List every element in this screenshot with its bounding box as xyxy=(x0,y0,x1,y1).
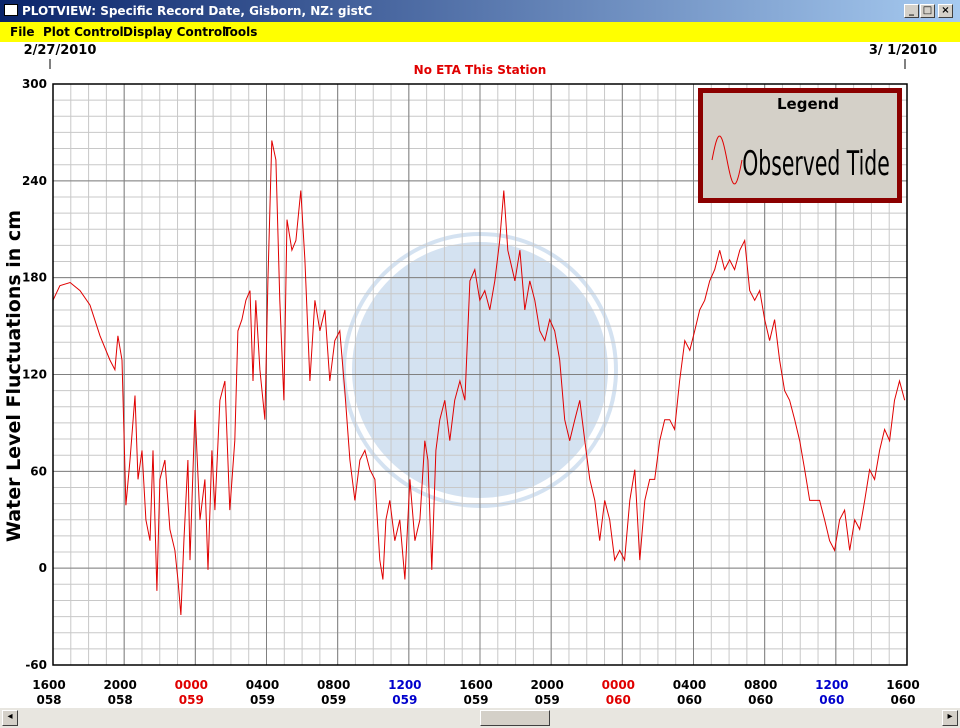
x-tick-day: 059 xyxy=(321,693,346,707)
x-tick-day: 060 xyxy=(890,693,915,707)
menu-item[interactable]: Display Control xyxy=(123,25,227,39)
chart-subtitle: No ETA This Station xyxy=(414,63,547,77)
horizontal-scrollbar: ◂ ▸ xyxy=(0,708,960,728)
x-tick-label: 0000 xyxy=(602,678,635,692)
y-tick-label: 60 xyxy=(30,464,47,478)
x-tick-label: 1600 xyxy=(32,678,65,692)
y-tick-label: 0 xyxy=(39,561,47,575)
x-tick-day: 058 xyxy=(108,693,133,707)
x-tick-label: 0800 xyxy=(744,678,777,692)
y-tick-label: 240 xyxy=(22,174,47,188)
x-tick-day: 060 xyxy=(606,693,631,707)
x-tick-label: 1600 xyxy=(459,678,492,692)
x-tick-label: 0000 xyxy=(175,678,208,692)
minimize-button[interactable]: _ xyxy=(904,4,919,18)
x-tick-day: 060 xyxy=(819,693,844,707)
date-start: 2/27/2010 xyxy=(24,43,97,58)
plot-frame xyxy=(52,83,908,666)
x-tick-day: 058 xyxy=(36,693,61,707)
y-tick-label: 180 xyxy=(22,271,47,285)
scroll-right[interactable]: ▸ xyxy=(942,710,958,726)
x-tick-day: 059 xyxy=(392,693,417,707)
x-tick-day: 060 xyxy=(748,693,773,707)
legend: Legend Observed Tide xyxy=(698,88,902,203)
y-tick-label: 300 xyxy=(22,77,47,91)
maximize-button[interactable]: □ xyxy=(920,4,935,18)
x-tick-label: 1200 xyxy=(388,678,421,692)
legend-swatch xyxy=(711,135,743,185)
chart: 2/27/2010 3/ 1/2010 No ETA This Station … xyxy=(0,42,960,708)
date-end: 3/ 1/2010 xyxy=(869,43,937,58)
x-tick-label: 0800 xyxy=(317,678,350,692)
legend-inner xyxy=(703,93,897,198)
menu-item[interactable]: Tools xyxy=(223,25,258,39)
app-icon xyxy=(4,4,18,16)
legend-entry: Observed Tide xyxy=(742,143,890,183)
tide-line xyxy=(52,140,906,616)
legend-title: Legend xyxy=(777,95,839,113)
close-button[interactable]: × xyxy=(938,4,953,18)
menu-bar: File Plot Control Display Control Tools xyxy=(0,22,960,42)
y-tick-label: 120 xyxy=(22,368,47,382)
y-axis-label: Water Level Fluctuations in cm xyxy=(3,210,25,542)
x-tick-label: 2000 xyxy=(530,678,563,692)
x-tick-day: 059 xyxy=(250,693,275,707)
y-tick-label: -60 xyxy=(25,658,47,672)
x-tick-day: 059 xyxy=(535,693,560,707)
x-tick-day: 059 xyxy=(179,693,204,707)
x-tick-label: 2000 xyxy=(103,678,136,692)
x-tick-label: 1200 xyxy=(815,678,848,692)
menu-item[interactable]: File xyxy=(10,25,35,39)
window-title: PLOTVIEW: Specific Record Date, Gisborn,… xyxy=(22,4,373,18)
scroll-left[interactable]: ◂ xyxy=(2,710,18,726)
x-tick-label: 0400 xyxy=(246,678,279,692)
title-bar: PLOTVIEW: Specific Record Date, Gisborn,… xyxy=(0,0,960,22)
menu-item[interactable]: Plot Control xyxy=(43,25,124,39)
x-tick-label: 0400 xyxy=(673,678,706,692)
x-tick-day: 059 xyxy=(463,693,488,707)
x-tick-label: 1600 xyxy=(886,678,919,692)
scroll-thumb[interactable] xyxy=(480,710,550,726)
x-tick-day: 060 xyxy=(677,693,702,707)
